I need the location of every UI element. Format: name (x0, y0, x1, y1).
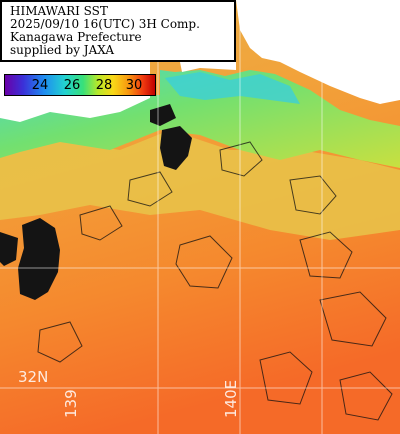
title-line-3: Kanagawa Prefecture (10, 30, 142, 44)
title-line-2: 2025/09/10 16(UTC) 3H Comp. (10, 17, 200, 31)
land-honshu (236, 0, 400, 104)
temperature-colorbar: 24 26 28 30 (4, 74, 156, 96)
longitude-label-140e: 140E (222, 379, 240, 418)
colorbar-label-28: 28 (95, 78, 113, 93)
transition-zone (0, 130, 400, 240)
coastal-water (0, 70, 400, 168)
colorbar-label-24: 24 (31, 78, 49, 93)
cloud-left-large (18, 218, 60, 300)
land-strip (180, 62, 236, 72)
cloud-center (160, 126, 192, 170)
latitude-label-32n: 32N (18, 368, 49, 386)
cold-coastal-water (165, 72, 300, 104)
title-line-4: supplied by JAXA (10, 43, 115, 57)
cloud-strip (150, 104, 176, 126)
title-line-1: HIMAWARI SST (10, 4, 108, 18)
colorbar-gradient (5, 75, 155, 95)
longitude-label-139: 139 (62, 389, 80, 418)
map-title-box: HIMAWARI SST 2025/09/10 16(UTC) 3H Comp.… (0, 0, 236, 62)
colorbar-label-30: 30 (125, 78, 143, 93)
cloud-left-small (0, 232, 18, 266)
colorbar-label-26: 26 (63, 78, 81, 93)
